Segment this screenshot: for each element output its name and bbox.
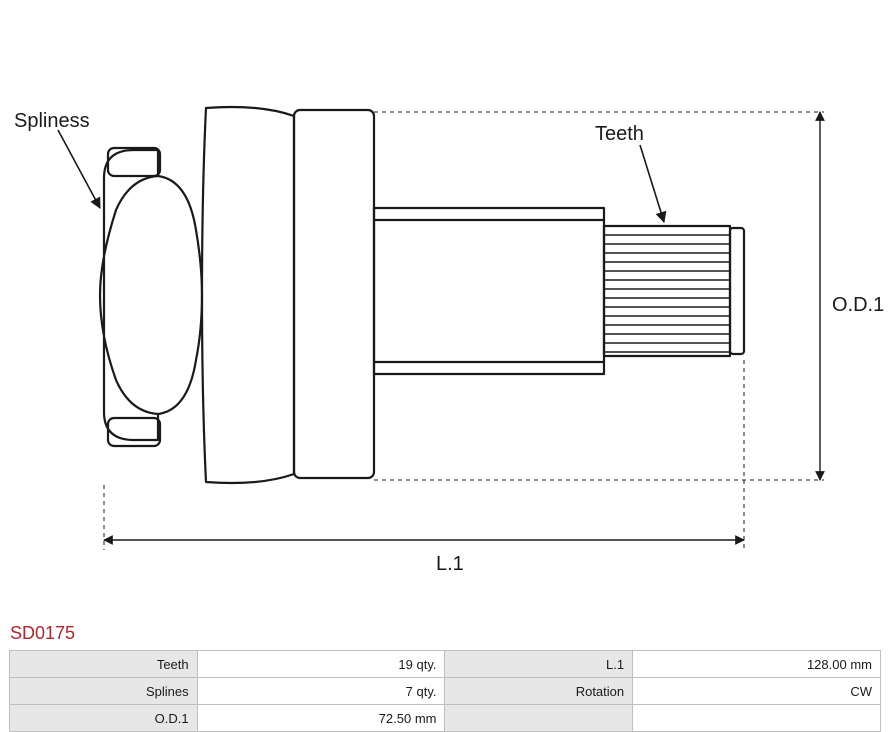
spec-key: O.D.1 bbox=[10, 705, 198, 732]
annotation-od1: O.D.1 bbox=[832, 294, 884, 317]
annotation-spliness: Spliness bbox=[14, 110, 90, 133]
part-outline bbox=[100, 107, 744, 483]
table-row: O.D.1 72.50 mm bbox=[10, 705, 881, 732]
spliness-arrow bbox=[58, 130, 100, 208]
teeth-hatching bbox=[604, 235, 730, 352]
page: Spliness Teeth O.D.1 L.1 SD0175 Teeth 19… bbox=[0, 0, 889, 732]
teeth-arrow bbox=[640, 145, 664, 222]
spec-key: Teeth bbox=[10, 651, 198, 678]
table-row: Teeth 19 qty. L.1 128.00 mm bbox=[10, 651, 881, 678]
spec-key: Splines bbox=[10, 678, 198, 705]
spec-key: Rotation bbox=[445, 678, 633, 705]
annotation-teeth: Teeth bbox=[595, 123, 644, 146]
spec-value: CW bbox=[633, 678, 881, 705]
dimension-l1 bbox=[104, 360, 744, 550]
spec-value: 7 qty. bbox=[197, 678, 445, 705]
spec-key bbox=[445, 705, 633, 732]
table-row: Splines 7 qty. Rotation CW bbox=[10, 678, 881, 705]
part-number: SD0175 bbox=[10, 623, 75, 644]
spec-value: 19 qty. bbox=[197, 651, 445, 678]
spec-table: Teeth 19 qty. L.1 128.00 mm Splines 7 qt… bbox=[9, 650, 881, 732]
dimension-od1 bbox=[374, 112, 824, 480]
spec-key: L.1 bbox=[445, 651, 633, 678]
spec-value: 72.50 mm bbox=[197, 705, 445, 732]
technical-diagram bbox=[0, 0, 889, 610]
annotation-l1: L.1 bbox=[436, 553, 464, 576]
spec-value bbox=[633, 705, 881, 732]
spec-value: 128.00 mm bbox=[633, 651, 881, 678]
